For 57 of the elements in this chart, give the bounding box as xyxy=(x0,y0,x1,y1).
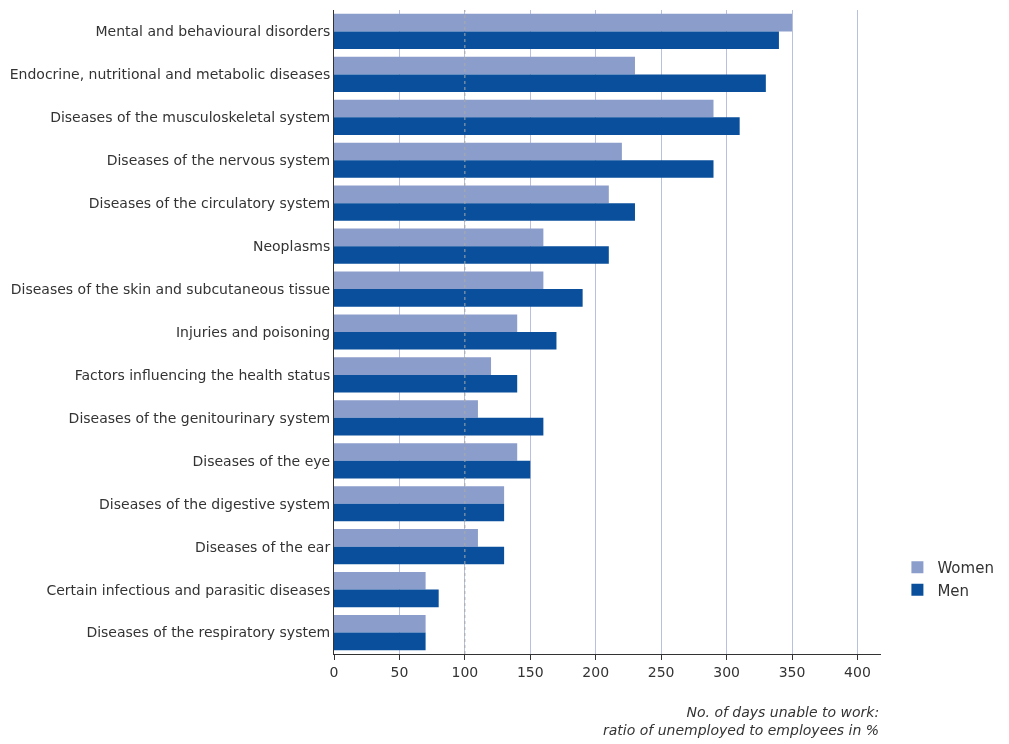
y-tick-label: Diseases of the digestive system xyxy=(99,495,331,512)
bar xyxy=(334,185,609,204)
bar xyxy=(334,486,505,504)
bar xyxy=(334,314,518,332)
bar xyxy=(334,332,557,350)
bar xyxy=(334,289,583,307)
bar xyxy=(334,31,779,50)
bar xyxy=(334,246,609,264)
bar xyxy=(334,460,531,479)
y-tick-label: Mental and behavioural disorders xyxy=(95,23,331,40)
bar xyxy=(334,417,544,436)
y-tick-label: Neoplasms xyxy=(252,238,331,255)
y-tick-label: Injuries and poisoning xyxy=(175,323,331,340)
bar xyxy=(334,357,492,375)
bar xyxy=(334,13,793,32)
y-tick-label: Diseases of the musculoskeletal system xyxy=(50,109,331,126)
x-tick-label: 100 xyxy=(451,663,479,680)
legend-label: Men xyxy=(937,581,970,600)
bar xyxy=(334,142,622,161)
y-tick-label: Diseases of the skin and subcutaneous tissue xyxy=(10,280,331,297)
x-tick-label: 150 xyxy=(516,663,544,680)
x-tick-label: 0 xyxy=(329,663,339,680)
legend-label: Women xyxy=(937,559,994,578)
bar xyxy=(334,160,714,178)
y-tick-label: Diseases of the genitourinary system xyxy=(68,409,331,426)
x-tick-label: 400 xyxy=(844,663,871,680)
y-tick-label: Diseases of the circulatory system xyxy=(88,195,331,212)
x-tick-label: 200 xyxy=(582,663,610,680)
bar xyxy=(334,632,426,651)
bar xyxy=(334,271,544,290)
y-tick-label: Certain infectious and parasitic diseases xyxy=(46,581,331,598)
bar xyxy=(334,99,714,118)
x-tick-label: 250 xyxy=(647,663,675,680)
y-tick-label: Diseases of the eye xyxy=(192,452,331,469)
bar xyxy=(334,56,635,75)
y-tick-label: Diseases of the nervous system xyxy=(106,152,331,169)
bar xyxy=(334,614,426,633)
bar xyxy=(334,572,426,590)
y-tick-label: Diseases of the respiratory system xyxy=(86,624,331,641)
y-tick-label: Factors influencing the health status xyxy=(74,366,331,383)
x-tick-label: 300 xyxy=(713,663,740,680)
y-tick-label: Diseases of the ear xyxy=(195,538,331,555)
bar xyxy=(334,374,518,393)
bar xyxy=(334,589,439,608)
x-axis-title: No. of days unable to work: ratio of unemployed to employees in % xyxy=(603,704,880,739)
bar xyxy=(334,74,766,92)
x-tick-label: 50 xyxy=(390,663,409,680)
bar xyxy=(334,529,478,547)
bar xyxy=(334,228,544,247)
bar xyxy=(334,400,478,418)
x-tick-label: 350 xyxy=(778,663,806,680)
y-tick-label: Endocrine, nutritional and metabolic diseases xyxy=(9,66,331,83)
bar xyxy=(334,117,740,135)
bar xyxy=(334,203,635,221)
bar xyxy=(334,503,505,522)
bar xyxy=(334,546,505,565)
bar xyxy=(334,443,518,461)
